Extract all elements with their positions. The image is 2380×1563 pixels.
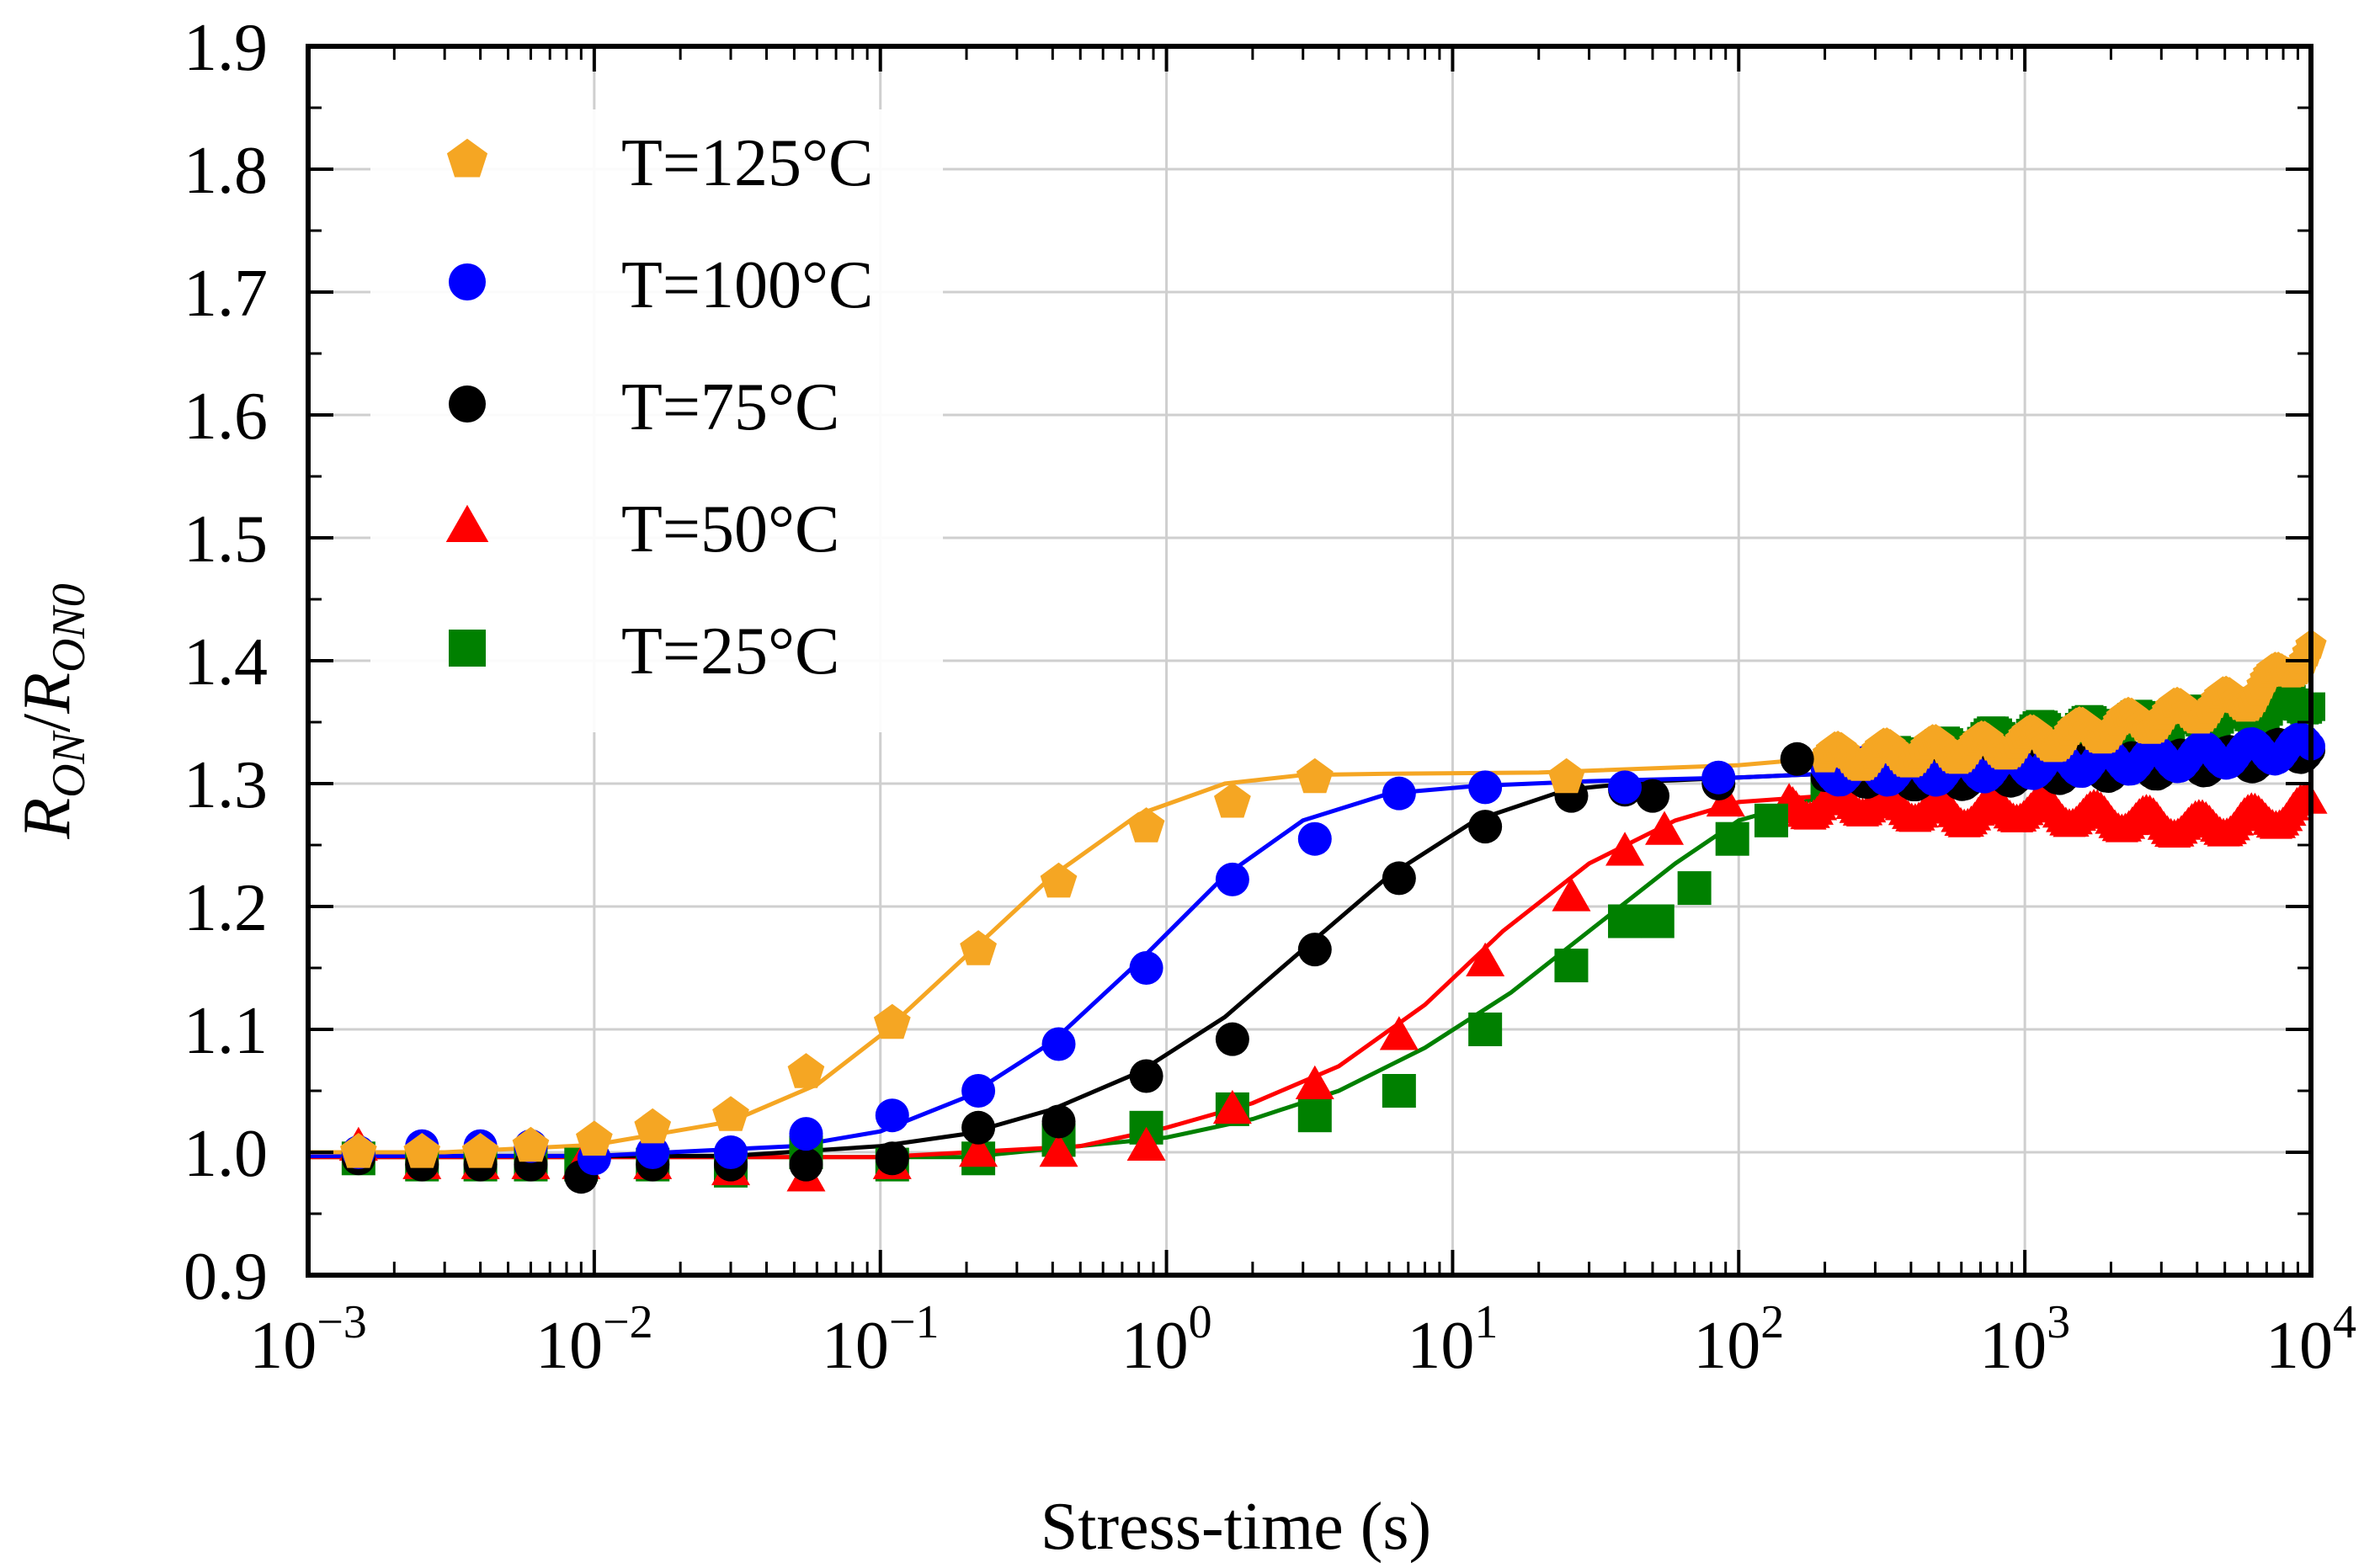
x-tick-label: 10−3 xyxy=(249,1296,367,1383)
data-point xyxy=(875,1098,909,1133)
y-tick-label: 1.7 xyxy=(184,257,268,331)
data-point xyxy=(636,1135,670,1169)
data-point xyxy=(1552,877,1591,912)
data-point xyxy=(875,1141,909,1176)
data-point xyxy=(1039,1133,1078,1167)
y-tick-label: 1.5 xyxy=(184,502,268,577)
x-tick-label: 104 xyxy=(2266,1296,2356,1383)
data-point xyxy=(1041,1104,1076,1139)
data-point xyxy=(712,1096,749,1131)
dense-tail-markers xyxy=(1772,629,2328,848)
data-point xyxy=(959,1133,998,1167)
data-point xyxy=(1547,758,1585,794)
data-point xyxy=(1754,803,1789,837)
data-point xyxy=(1129,951,1163,985)
data-point xyxy=(961,1110,996,1145)
legend-label: T=100°C xyxy=(621,248,873,322)
data-point xyxy=(1379,1016,1419,1050)
y-tick-label: 1.3 xyxy=(184,748,268,822)
data-point xyxy=(1645,811,1685,845)
data-point xyxy=(1212,1089,1252,1124)
data-point xyxy=(1608,904,1643,938)
data-point xyxy=(1297,821,1332,856)
data-point xyxy=(403,1133,441,1168)
y-tick-label: 1.0 xyxy=(184,1117,268,1191)
data-point xyxy=(1215,862,1249,896)
data-point xyxy=(340,1133,377,1168)
x-tick-label: 100 xyxy=(1121,1296,1212,1383)
data-point xyxy=(1382,861,1416,896)
data-point xyxy=(1677,871,1712,906)
data-point xyxy=(1040,862,1078,898)
legend-label: T=75°C xyxy=(621,370,839,444)
legend-marker xyxy=(449,263,486,300)
data-point xyxy=(1780,742,1814,776)
y-tick-label: 0.9 xyxy=(184,1240,268,1314)
data-point xyxy=(1382,776,1416,811)
y-tick-labels: 0.9 1.0 1.1 1.2 1.3 1.4 1.5 1.6 1.7 1.8 1.9 xyxy=(184,11,268,1314)
x-tick-label: 101 xyxy=(1407,1296,1498,1383)
data-point xyxy=(1608,770,1643,805)
legend: T=125°C T=100°C T=75°C T=50°C T=25°C xyxy=(370,109,943,732)
axis-ticks xyxy=(306,45,2313,1277)
x-tick-label: 102 xyxy=(1693,1296,1784,1383)
data-point xyxy=(1468,770,1503,805)
data-point xyxy=(1605,832,1645,866)
legend-marker xyxy=(449,385,486,423)
x-tick-label: 103 xyxy=(1979,1296,2070,1383)
y-tick-label: 1.1 xyxy=(184,994,268,1068)
x-tick-label: 10−1 xyxy=(822,1296,940,1383)
y-tick-label: 1.4 xyxy=(184,625,268,699)
data-point xyxy=(1295,1065,1334,1099)
data-point xyxy=(1041,1027,1076,1061)
legend-marker xyxy=(446,138,488,178)
legend-label: T=25°C xyxy=(621,614,839,688)
data-point xyxy=(634,1108,672,1144)
data-point xyxy=(1126,1126,1166,1161)
y-axis-label: RON/RON0 xyxy=(10,583,95,840)
legend-label: T=125°C xyxy=(621,126,873,200)
legend-label: T=50°C xyxy=(621,492,839,566)
data-point xyxy=(1297,933,1332,967)
y-tick-label: 1.9 xyxy=(184,11,268,85)
data-point xyxy=(960,930,997,965)
data-point xyxy=(961,1074,996,1108)
data-point xyxy=(1129,1059,1163,1093)
data-point xyxy=(1214,782,1251,818)
data-point xyxy=(1701,760,1736,795)
data-point xyxy=(1297,1098,1332,1133)
y-tick-label: 1.8 xyxy=(184,134,268,208)
legend-marker xyxy=(445,504,489,542)
data-point xyxy=(1635,779,1669,813)
data-point xyxy=(873,1003,911,1039)
x-axis-label: Stress-time (s) xyxy=(1041,1490,1431,1563)
data-point xyxy=(1215,1022,1249,1056)
data-point xyxy=(789,1147,823,1182)
data-point xyxy=(787,1053,825,1088)
data-point xyxy=(461,1133,499,1168)
data-point xyxy=(1468,1013,1503,1046)
data-point xyxy=(1640,904,1675,938)
data-point xyxy=(1296,758,1334,794)
y-tick-label: 1.2 xyxy=(184,871,268,945)
data-point xyxy=(512,1126,550,1162)
data-point xyxy=(1468,810,1503,844)
y-tick-label: 1.6 xyxy=(184,380,268,454)
data-point xyxy=(1382,1074,1416,1108)
data-points xyxy=(338,742,1814,1194)
data-point xyxy=(1706,782,1745,817)
data-point xyxy=(714,1135,748,1169)
data-point xyxy=(1466,942,1505,976)
data-point xyxy=(789,1117,823,1151)
x-tick-labels: 10−3 10−2 10−1 100 101 102 103 104 xyxy=(249,1296,2356,1383)
legend-marker xyxy=(449,630,486,667)
data-point xyxy=(1554,949,1589,983)
data-point xyxy=(1715,821,1749,856)
x-tick-label: 10−2 xyxy=(535,1296,653,1383)
data-point xyxy=(1127,807,1165,843)
data-point xyxy=(576,1120,613,1156)
